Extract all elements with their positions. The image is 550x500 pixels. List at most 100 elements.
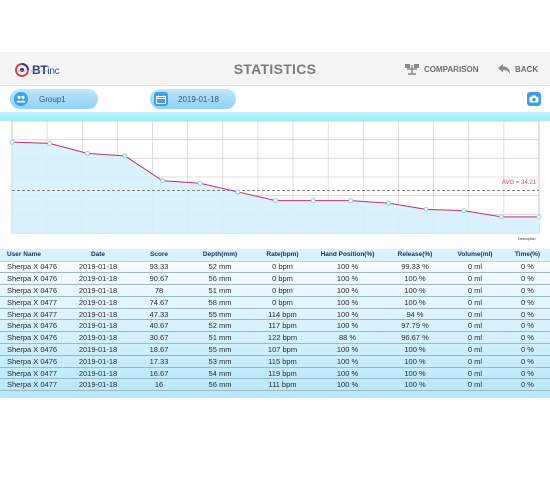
table-row[interactable]: Sherpa X 0476 2019-01-18 17.33 53 mm 115 bpm… [0,355,550,368]
data-point [197,180,203,186]
cell-user: Sherpa X 0476 [0,355,63,368]
cell-time: 0 % [505,378,550,392]
cell-user: Sherpa X 0476 [0,319,63,333]
table-row[interactable]: Sherpa X 0477 2019-01-18 16.67 54 mm 119 bpm… [0,367,550,380]
cell-time: 0 % [505,272,550,286]
cell-volume: 0 ml [445,367,505,380]
cell-score: 90.67 [133,272,185,286]
results-table: User Name Date Score Depth(mm) Rate(bpm)… [0,249,550,398]
cell-score: 47.33 [133,308,185,321]
cell-volume: 0 ml [445,284,505,297]
col-header-time[interactable]: Time(%) [505,249,550,262]
cell-volume: 0 ml [445,261,505,274]
data-point [498,214,504,220]
cell-user: Sherpa X 0476 [0,343,63,356]
table-row[interactable]: Sherpa X 0476 2019-01-18 78 51 mm 0 bpm 100 %… [0,284,550,297]
cell-release: 100 % [385,367,445,380]
data-point [423,206,429,212]
date-selector[interactable]: 2019-01-18 [150,89,236,109]
cell-release: 100 % [385,378,445,392]
cell-rate: 0 bpm [255,272,310,286]
cell-date: 2019-01-18 [63,343,133,356]
cell-volume: 0 ml [445,343,505,356]
col-header-release[interactable]: Release(%) [385,249,445,262]
screenshot-button[interactable] [527,92,541,106]
header-bar: BTinc BRIGHTTOUCH CORP. STATISTICS COMPA… [0,52,550,86]
cell-rate: 119 bpm [255,367,310,380]
cell-time: 0 % [505,284,550,297]
cell-release: 100 % [385,355,445,368]
cell-volume: 0 ml [445,378,505,392]
app-window: BTinc BRIGHTTOUCH CORP. STATISTICS COMPA… [0,52,550,398]
camera-icon [529,95,539,103]
data-point [310,198,316,204]
cell-release: 100 % [385,284,445,297]
table-header-row: User Name Date Score Depth(mm) Rate(bpm)… [0,249,550,262]
cell-user: Sherpa X 0476 [0,261,63,274]
logo-tagline: BRIGHTTOUCH CORP. [18,69,50,73]
cell-depth: 56 mm [185,272,255,286]
col-header-depth[interactable]: Depth(mm) [185,249,255,262]
group-label: Group1 [39,94,66,104]
cell-date: 2019-01-18 [63,308,133,321]
cell-release: 96.67 % [385,331,445,345]
col-header-score[interactable]: Score [133,249,185,262]
table-row[interactable]: Sherpa X 0477 2019-01-18 16 56 mm 111 bpm 100… [0,378,550,392]
col-header-date[interactable]: Date [63,249,133,262]
table-row[interactable]: Sherpa X 0476 2019-01-18 30.67 51 mm 122 bpm… [0,331,550,345]
cell-depth: 58 mm [185,296,255,309]
table-row[interactable]: Sherpa X 0476 2019-01-18 40.67 52 mm 117 bpm… [0,319,550,333]
cell-hand-position: 100 % [310,355,385,368]
cell-date: 2019-01-18 [63,367,133,380]
cell-time: 0 % [505,308,550,321]
cell-time: 0 % [505,296,550,309]
table-row[interactable]: Sherpa X 0476 2019-01-18 93.33 52 mm 0 bpm 10… [0,261,550,274]
cell-date: 2019-01-18 [63,378,133,392]
cell-release: 97.79 % [385,319,445,333]
cell-volume: 0 ml [445,272,505,286]
cell-user: Sherpa X 0476 [0,272,63,286]
cell-time: 0 % [505,261,550,274]
table-row[interactable]: Sherpa X 0477 2019-01-18 74.67 58 mm 0 bpm 10… [0,296,550,309]
comparison-button[interactable]: COMPARISON [404,63,479,75]
cell-hand-position: 100 % [310,261,385,274]
cell-date: 2019-01-18 [63,331,133,345]
cell-date: 2019-01-18 [63,284,133,297]
score-chart: AVG = 34.21 Description [8,121,543,249]
cell-hand-position: 100 % [310,367,385,380]
col-header-rate[interactable]: Rate(bpm) [255,249,310,262]
cell-score: 18.67 [133,343,185,356]
col-header-hand-position[interactable]: Hand Position(%) [310,249,385,262]
cell-hand-position: 88 % [310,331,385,345]
cell-score: 30.67 [133,331,185,345]
table-row[interactable]: Sherpa X 0476 2019-01-18 18.67 55 mm 107 bpm… [0,343,550,356]
cell-hand-position: 100 % [310,308,385,321]
cell-time: 0 % [505,331,550,345]
back-button[interactable]: BACK [497,63,538,75]
cell-date: 2019-01-18 [63,272,133,286]
cell-user: Sherpa X 0477 [0,296,63,309]
cell-release: 100 % [385,272,445,286]
cell-user: Sherpa X 0476 [0,331,63,345]
cell-time: 0 % [505,355,550,368]
cell-rate: 0 bpm [255,261,310,274]
cell-date: 2019-01-18 [63,355,133,368]
cell-rate: 114 bpm [255,308,310,321]
cell-depth: 54 mm [185,367,255,380]
col-header-user[interactable]: User Name [0,249,63,262]
data-point [273,198,278,204]
cell-depth: 55 mm [185,343,255,356]
date-label: 2019-01-18 [178,94,219,104]
cell-date: 2019-01-18 [63,296,133,309]
table-row[interactable]: Sherpa X 0476 2019-01-18 90.67 56 mm 0 bpm 10… [0,272,550,286]
table-row[interactable]: Sherpa X 0477 2019-01-18 47.33 55 mm 114 bpm… [0,308,550,321]
comparison-icon [405,64,419,75]
cell-rate: 115 bpm [255,355,310,368]
data-point [84,150,90,156]
group-selector[interactable]: Group1 [10,89,98,109]
group-icon [14,92,28,106]
cell-rate: 111 bpm [255,378,310,392]
logo-text: BT [32,63,48,77]
series-area [12,142,539,233]
col-header-volume[interactable]: Volume(ml) [445,249,505,262]
